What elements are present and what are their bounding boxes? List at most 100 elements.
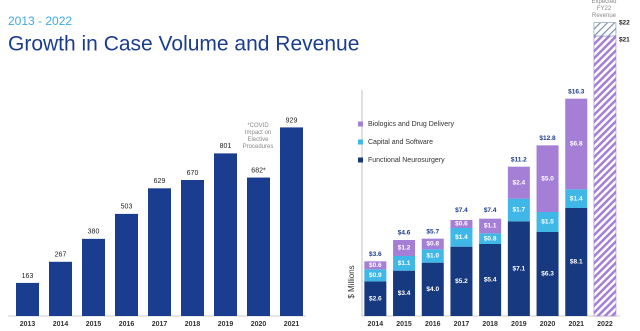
bar-segment xyxy=(507,221,530,316)
total-label: $7.4 xyxy=(484,207,497,214)
value-label: 801 xyxy=(220,143,232,150)
expected-bar xyxy=(593,35,617,317)
total-label: $11.2 xyxy=(511,156,527,163)
x-tick-label: 2020 xyxy=(540,321,556,328)
segment-label: $1.7 xyxy=(513,207,526,214)
segment-label: $7.1 xyxy=(513,265,526,272)
bar-segment xyxy=(479,233,502,244)
x-tick-label: 2020 xyxy=(251,321,267,328)
x-tick-label: 2018 xyxy=(185,321,201,328)
bar-segment xyxy=(364,281,387,316)
bar-segment xyxy=(507,198,530,222)
x-tick-label: 2014 xyxy=(53,321,69,328)
bar xyxy=(280,127,303,317)
x-tick-label: 2015 xyxy=(396,321,412,328)
y-axis-label: $ Millions xyxy=(347,265,356,298)
value-label: 267 xyxy=(55,252,67,259)
segment-label: $1.2 xyxy=(398,245,411,252)
expected-high-label: $22 xyxy=(619,19,630,26)
segment-label: $0.6 xyxy=(369,262,382,269)
expected-range xyxy=(593,22,617,37)
total-label: $12.8 xyxy=(539,135,556,142)
total-label: $5.7 xyxy=(426,228,439,235)
bar xyxy=(82,238,105,316)
value-label: 670 xyxy=(187,170,199,177)
bar-segment xyxy=(565,189,588,208)
bar-segment xyxy=(393,270,416,316)
slide-title: Growth in Case Volume and Revenue xyxy=(8,33,359,56)
value-label: 929 xyxy=(286,117,298,124)
bar-segment xyxy=(536,212,559,232)
x-tick-label: 2021 xyxy=(568,321,584,328)
bar-segment xyxy=(507,166,530,199)
legend-swatch xyxy=(358,121,363,127)
segment-label: $1.4 xyxy=(570,195,583,202)
bar-segment xyxy=(479,244,502,316)
bar-segment xyxy=(421,238,444,250)
bar-segment xyxy=(364,261,387,270)
x-tick-label: 2014 xyxy=(368,321,384,328)
value-label: 629 xyxy=(154,178,166,185)
segment-label: $0.8 xyxy=(484,235,497,242)
bar-segment xyxy=(479,218,502,234)
bar-segment xyxy=(421,249,444,263)
total-label: $16.3 xyxy=(568,88,585,95)
legend-swatch xyxy=(358,157,363,163)
value-label: 380 xyxy=(88,229,100,236)
segment-label: $5.4 xyxy=(484,277,497,284)
x-tick-label: 2017 xyxy=(152,321,168,328)
value-label: 503 xyxy=(121,204,133,211)
bar-segment xyxy=(536,232,559,316)
bar xyxy=(181,179,204,316)
slide-range: 2013 - 2022 xyxy=(8,14,72,28)
x-tick-label: 2016 xyxy=(425,321,441,328)
bar xyxy=(16,282,39,316)
value-label: 682* xyxy=(251,167,266,174)
bar xyxy=(49,261,72,316)
segment-label: $8.1 xyxy=(570,259,583,266)
x-tick-label: 2022 xyxy=(597,321,613,328)
x-tick-label: 2021 xyxy=(284,321,300,328)
total-label: $7.4 xyxy=(455,207,468,214)
bar xyxy=(214,153,237,316)
x-tick-label: 2013 xyxy=(20,321,36,328)
segment-label: $1.1 xyxy=(484,223,497,230)
x-tick-label: 2018 xyxy=(482,321,498,328)
total-label: $4.6 xyxy=(398,230,411,237)
bar-segment xyxy=(421,262,444,316)
bar-segment xyxy=(364,269,387,282)
bar-segment xyxy=(393,240,416,256)
segment-label: $1.5 xyxy=(541,219,554,226)
segment-label: $6.3 xyxy=(541,271,554,278)
total-label: $3.6 xyxy=(369,251,382,258)
x-tick-label: 2015 xyxy=(86,321,102,328)
legend-label: Biologics and Drug Delivery xyxy=(368,121,454,128)
annotation: *COVID Impact on Elective Procedures xyxy=(242,123,274,150)
x-tick-label: 2019 xyxy=(218,321,234,328)
segment-label: $0.9 xyxy=(369,272,382,279)
x-tick-label: 2017 xyxy=(454,321,470,328)
segment-label: $2.4 xyxy=(513,179,526,186)
segment-label: $5.0 xyxy=(541,175,554,182)
segment-label: $3.4 xyxy=(398,290,411,297)
legend-swatch xyxy=(358,139,363,145)
segment-label: $0.6 xyxy=(455,221,468,228)
bar-segment xyxy=(536,145,559,212)
expected-label: Expected FY22 Revenue xyxy=(591,0,617,19)
segment-label: $1.4 xyxy=(455,234,468,241)
bar xyxy=(115,213,138,316)
bar-segment xyxy=(565,208,588,316)
segment-label: $0.8 xyxy=(426,241,439,248)
segment-label: $4.0 xyxy=(426,286,439,293)
expected-low-label: $21 xyxy=(619,37,630,44)
segment-label: $1.1 xyxy=(398,260,411,267)
segment-label: $6.8 xyxy=(570,141,583,148)
legend-label: Capital and Software xyxy=(368,139,433,146)
bar-segment xyxy=(450,246,473,316)
value-label: 163 xyxy=(22,273,34,280)
bar xyxy=(247,177,270,316)
legend-label: Functional Neurosurgery xyxy=(368,157,445,164)
segment-label: $5.2 xyxy=(455,278,468,285)
